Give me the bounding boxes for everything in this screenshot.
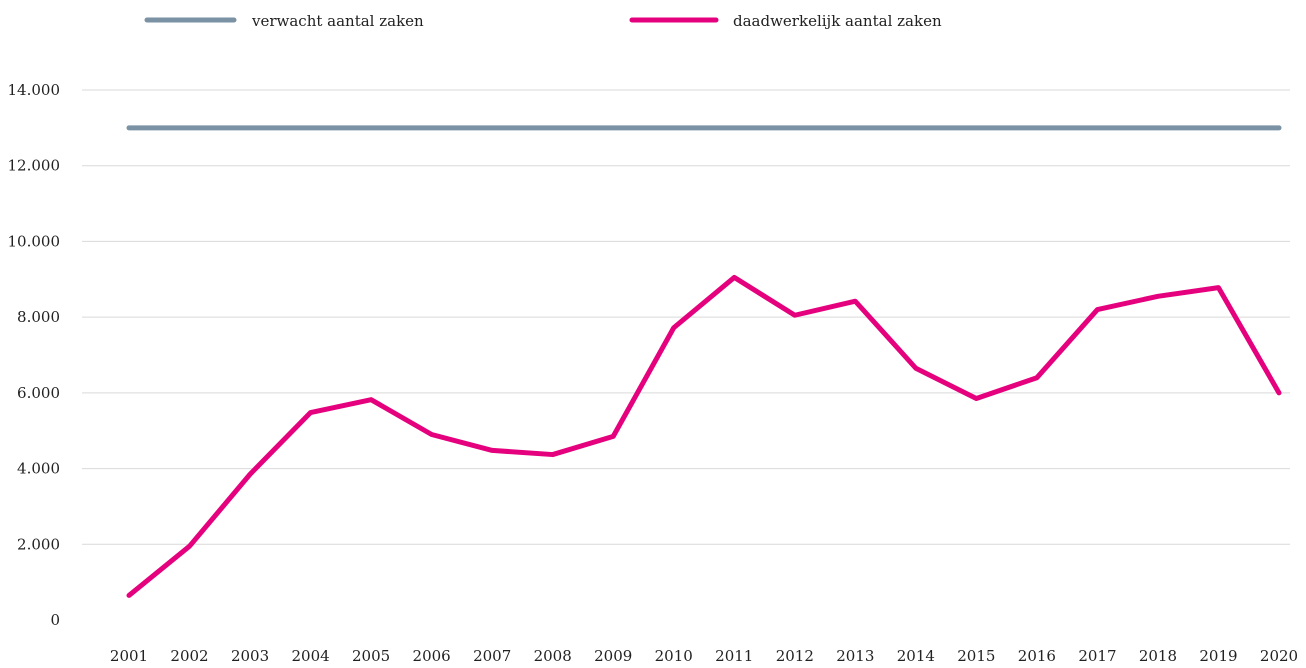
x-tick-label: 2018 (1139, 647, 1177, 665)
y-tick-label: 6.000 (17, 384, 60, 402)
legend-label-expected: verwacht aantal zaken (251, 12, 424, 30)
y-axis: 0 2.000 4.000 6.000 8.000 10.000 12.000 14.000 (8, 81, 61, 629)
y-tick-label: 12.000 (8, 157, 61, 175)
x-tick-label: 2001 (110, 647, 148, 665)
x-tick-label: 2020 (1260, 647, 1298, 665)
x-tick-label: 2010 (655, 647, 693, 665)
x-tick-label: 2012 (776, 647, 814, 665)
x-tick-label: 2009 (594, 647, 632, 665)
x-tick-label: 2014 (897, 647, 935, 665)
x-tick-label: 2017 (1078, 647, 1116, 665)
x-tick-label: 2015 (957, 647, 995, 665)
x-tick-label: 2007 (473, 647, 511, 665)
x-tick-label: 2008 (534, 647, 572, 665)
x-axis: 2001 2002 2003 2004 2005 2006 2007 2008 2009 2010… (110, 647, 1298, 665)
y-tick-label: 14.000 (8, 81, 61, 99)
x-tick-label: 2003 (231, 647, 269, 665)
y-tick-label: 10.000 (8, 232, 61, 250)
x-tick-label: 2013 (836, 647, 874, 665)
y-tick-label: 4.000 (17, 460, 60, 478)
x-tick-label: 2002 (170, 647, 208, 665)
series-layer (126, 125, 1282, 598)
x-tick-label: 2011 (715, 647, 753, 665)
x-tick-label: 2006 (413, 647, 451, 665)
x-tick-label: 2019 (1199, 647, 1237, 665)
x-tick-label: 2005 (352, 647, 390, 665)
y-tick-label: 2.000 (17, 535, 60, 553)
x-tick-label: 2016 (1018, 647, 1056, 665)
series-line-actual (126, 274, 1282, 598)
y-tick-label: 0 (50, 611, 60, 629)
y-tick-label: 8.000 (17, 308, 60, 326)
x-tick-label: 2004 (291, 647, 329, 665)
legend: verwacht aantal zaken daadwerkelijk aant… (144, 12, 942, 30)
legend-label-actual: daadwerkelijk aantal zaken (733, 12, 942, 30)
